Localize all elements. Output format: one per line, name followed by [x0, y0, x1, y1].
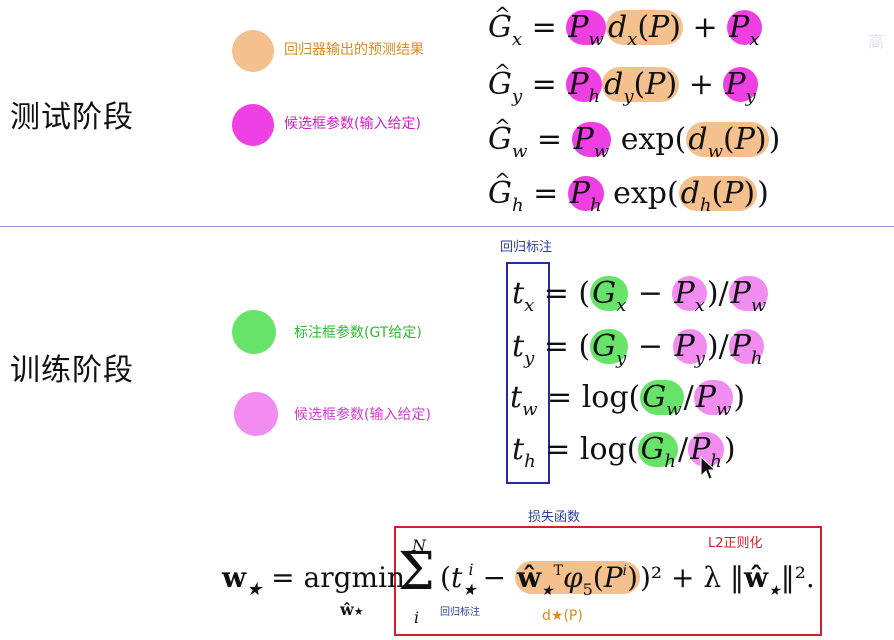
- eq-tw: tw = log(Gw/Pw): [510, 380, 746, 420]
- eq-gw: Gw = Pw exp(dw(P)): [488, 108, 780, 162]
- legend-candidate-input: 候选框参数(输入给定): [284, 116, 421, 132]
- pink-legend-dot: [234, 392, 278, 436]
- section-divider: [0, 226, 894, 227]
- eq-ty: ty = (Gy − Py)/Ph: [512, 329, 765, 369]
- regression-target-box: [506, 262, 550, 484]
- orange-legend-dot: [232, 30, 274, 72]
- sum-upper: N: [412, 536, 426, 555]
- legend-candidate-input-2: 候选框参数(输入给定): [294, 407, 431, 423]
- test-stage-title: 测试阶段: [10, 100, 134, 135]
- l2-regularization-note: L2正则化: [708, 536, 763, 551]
- argmin-subscript: ŵ★: [340, 600, 364, 619]
- eq-loss: w★ = argmin: [222, 561, 406, 600]
- loss-function-box: [394, 526, 822, 636]
- sum-lower: i: [414, 608, 420, 627]
- loss-function-note: 损失函数: [528, 510, 581, 525]
- legend-regressor-output: 回归器输出的预测结果: [284, 42, 424, 58]
- green-legend-dot: [232, 310, 276, 354]
- d-star-p-note: d★(P): [542, 608, 583, 624]
- magenta-legend-dot: [232, 104, 274, 146]
- legend-gt-params: 标注框参数(GT给定): [294, 325, 422, 341]
- train-stage-title: 训练阶段: [10, 353, 134, 388]
- eq-tx: tx = (Gx − Px)/Pw: [512, 276, 769, 316]
- sum-sign: Σ: [398, 542, 435, 602]
- eq-loss-body: (t★i − ŵ★Tφ5(Pi))² + λ ‖ŵ★‖².: [440, 560, 815, 599]
- regression-label-note: 回归标注: [500, 240, 553, 255]
- eq-gh: Gh = Ph exp(dh(P)): [488, 162, 769, 216]
- regression-label-small-note: 回归标注: [440, 607, 480, 618]
- watermark: 高: [868, 32, 885, 51]
- mouse-cursor-icon: [700, 456, 716, 480]
